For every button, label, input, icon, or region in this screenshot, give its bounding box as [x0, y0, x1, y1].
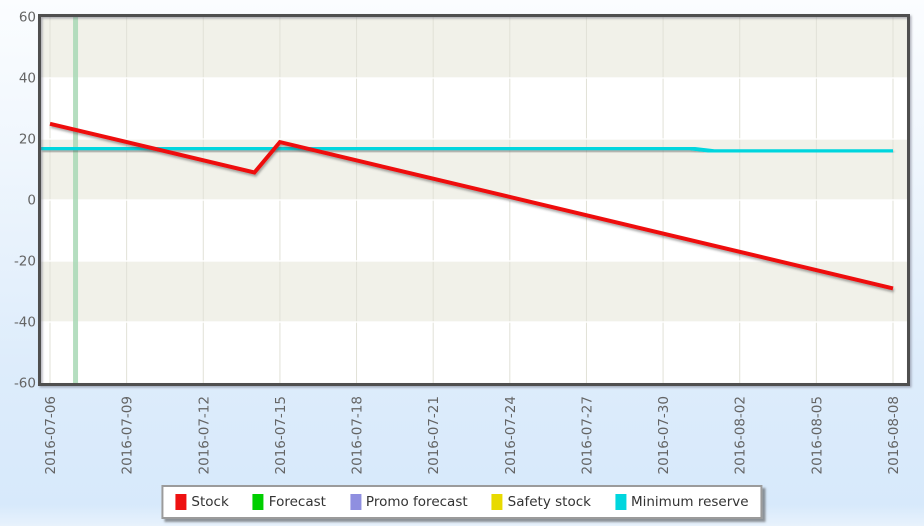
legend-item-safety-stock[interactable]: Safety stock [491, 494, 591, 510]
legend-swatch-promo-forecast [349, 494, 361, 510]
plot-band [41, 200, 907, 261]
x-axis-tick-label: 2016-07-09 [120, 396, 136, 474]
x-axis-tick-label: 2016-08-05 [809, 396, 825, 474]
plot-band [41, 78, 907, 139]
series-line-stock [49, 121, 894, 291]
legend-label: Safety stock [507, 494, 591, 510]
legend-swatch-stock [175, 494, 187, 510]
y-axis-tick-label: 20 [19, 132, 36, 148]
y-axis-tick-label: 40 [19, 71, 36, 87]
y-axis-tick-label: -40 [14, 315, 36, 331]
plot-band [41, 322, 907, 383]
y-axis-tick-label: 60 [19, 10, 36, 26]
legend-label: Stock [191, 494, 229, 510]
chart-canvas: 60 40 20 0 -20 -40 -60 2016-07-06 2016-07-09 2016… [14, 10, 910, 474]
legend-swatch-forecast [252, 494, 264, 510]
chart-legend: Stock Forecast Promo forecast Safety stock M… [161, 485, 763, 519]
plot-band [41, 261, 907, 322]
legend-swatch-safety-stock [491, 494, 503, 510]
x-axis-tick-label: 2016-07-30 [656, 396, 672, 474]
plot-band [41, 17, 907, 78]
x-axis-tick-label: 2016-07-27 [579, 396, 595, 474]
y-axis-tick-label: -60 [14, 376, 36, 392]
x-axis-tick-label: 2016-07-06 [43, 396, 59, 474]
plot-border [38, 14, 910, 386]
x-axis-tick-label: 2016-07-24 [503, 396, 519, 474]
legend-item-stock[interactable]: Stock [175, 494, 229, 510]
legend-item-promo-forecast[interactable]: Promo forecast [349, 494, 468, 510]
legend-swatch-minimum-reserve [614, 494, 626, 510]
series-line-minimum-reserve [41, 146, 893, 154]
legend-item-forecast[interactable]: Forecast [252, 494, 326, 510]
x-axis-tick-label: 2016-07-18 [350, 396, 366, 474]
legend-label: Promo forecast [365, 494, 468, 510]
legend-label: Minimum reserve [630, 494, 749, 510]
x-axis-tick-label: 2016-08-08 [886, 396, 902, 474]
legend-label: Forecast [268, 494, 326, 510]
x-axis-tick-label: 2016-08-02 [733, 396, 749, 474]
x-axis-tick-label: 2016-07-15 [273, 396, 289, 474]
x-axis-tick-label: 2016-07-21 [426, 396, 442, 474]
x-axis-tick-label: 2016-07-12 [196, 396, 212, 474]
y-axis-tick-label: 0 [27, 193, 36, 209]
y-axis-tick-label: -20 [14, 254, 36, 270]
legend-item-minimum-reserve[interactable]: Minimum reserve [614, 494, 749, 510]
